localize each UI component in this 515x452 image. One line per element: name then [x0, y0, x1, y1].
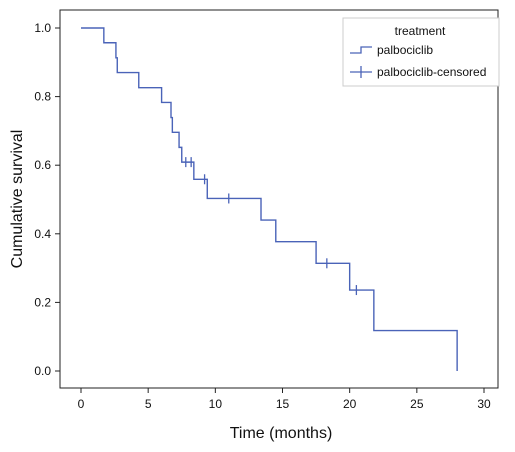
legend-title: treatment	[395, 24, 446, 38]
y-tick-label: 0.8	[34, 90, 51, 104]
legend-box	[342, 17, 500, 87]
x-tick-label: 10	[209, 397, 223, 411]
x-tick-label: 5	[145, 397, 152, 411]
y-tick-label: 1.0	[34, 21, 51, 35]
legend: treatment palbociclib palbociclib-censor…	[342, 17, 500, 87]
x-axis-ticks: 0 5 10 15 20 25 30	[78, 388, 491, 411]
legend-step-swatch	[350, 46, 372, 54]
legend-label-palbociclib-censored: palbociclib-censored	[377, 65, 486, 79]
legend-label-palbociclib: palbociclib	[377, 43, 433, 57]
x-tick-label: 25	[410, 397, 424, 411]
y-tick-label: 0.6	[34, 158, 51, 172]
censor-marks	[185, 157, 358, 296]
x-tick-label: 30	[477, 397, 491, 411]
y-tick-label: 0.0	[34, 364, 51, 378]
y-tick-label: 0.2	[34, 295, 51, 309]
x-tick-label: 20	[343, 397, 357, 411]
plot-frame	[59, 9, 499, 389]
x-tick-label: 0	[78, 397, 85, 411]
y-axis-ticks: 0.0 0.2 0.4 0.6 0.8 1.0	[34, 21, 60, 378]
y-tick-label: 0.4	[34, 227, 51, 241]
x-axis-title: Time (months)	[230, 425, 333, 442]
y-axis-title: Cumulative survival	[9, 130, 26, 269]
x-tick-label: 15	[276, 397, 290, 411]
